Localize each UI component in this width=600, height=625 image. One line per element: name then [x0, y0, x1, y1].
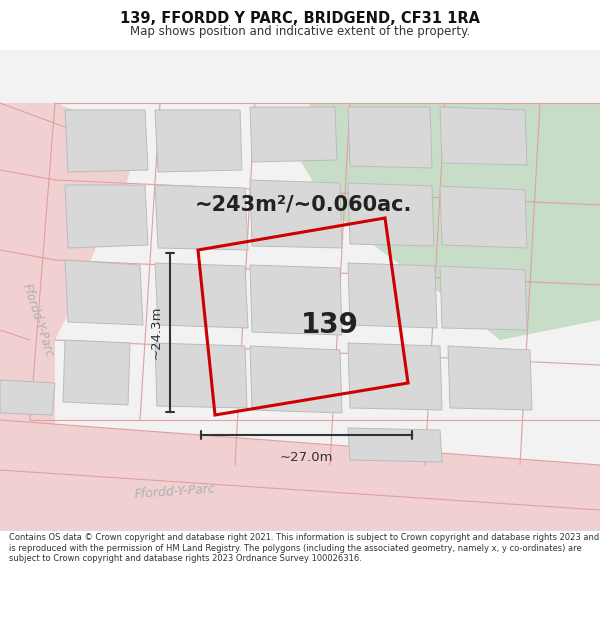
Polygon shape — [250, 346, 342, 413]
Text: Map shows position and indicative extent of the property.: Map shows position and indicative extent… — [130, 25, 470, 38]
Polygon shape — [0, 103, 130, 290]
Text: Contains OS data © Crown copyright and database right 2021. This information is : Contains OS data © Crown copyright and d… — [9, 533, 599, 563]
Polygon shape — [440, 107, 527, 165]
Text: Ffordd-Y-Parc: Ffordd-Y-Parc — [134, 482, 216, 501]
Polygon shape — [348, 428, 442, 462]
Polygon shape — [65, 110, 148, 172]
Polygon shape — [250, 107, 337, 162]
Polygon shape — [348, 107, 432, 168]
Polygon shape — [63, 340, 130, 405]
Polygon shape — [348, 343, 442, 410]
Polygon shape — [65, 185, 148, 248]
Polygon shape — [348, 183, 434, 246]
Text: 139, FFORDD Y PARC, BRIDGEND, CF31 1RA: 139, FFORDD Y PARC, BRIDGEND, CF31 1RA — [120, 11, 480, 26]
Polygon shape — [0, 380, 55, 415]
Polygon shape — [440, 266, 527, 330]
Polygon shape — [155, 263, 248, 328]
Polygon shape — [0, 103, 55, 530]
Polygon shape — [348, 263, 437, 328]
Polygon shape — [250, 265, 342, 335]
Polygon shape — [250, 180, 342, 248]
Polygon shape — [448, 346, 532, 410]
Text: 139: 139 — [301, 311, 359, 339]
Text: Ffordd-Y-Parc: Ffordd-Y-Parc — [20, 281, 56, 359]
Polygon shape — [155, 343, 247, 408]
Text: ~27.0m: ~27.0m — [279, 451, 333, 464]
Polygon shape — [65, 260, 143, 325]
Polygon shape — [155, 110, 242, 172]
Polygon shape — [0, 420, 600, 530]
Text: ~243m²/~0.060ac.: ~243m²/~0.060ac. — [195, 195, 412, 215]
Polygon shape — [155, 185, 248, 250]
Text: ~24.3m: ~24.3m — [149, 305, 163, 359]
Polygon shape — [300, 103, 600, 340]
Polygon shape — [440, 186, 527, 248]
Polygon shape — [0, 103, 100, 490]
